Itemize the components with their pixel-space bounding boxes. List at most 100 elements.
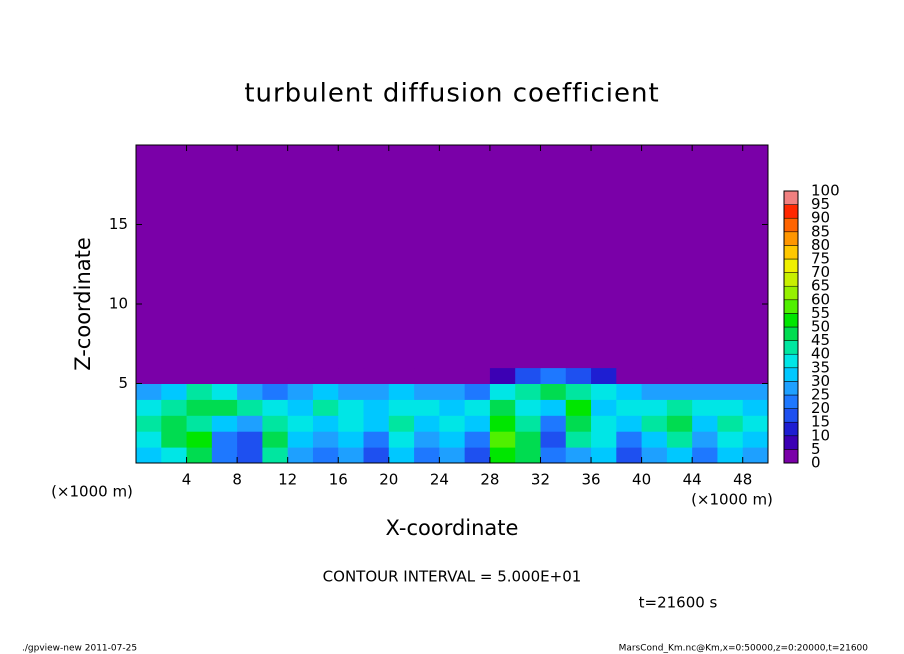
heat-cell bbox=[591, 383, 617, 400]
heat-cell bbox=[136, 145, 162, 369]
heat-cell bbox=[692, 367, 718, 384]
heat-cell bbox=[666, 399, 693, 416]
colorbar-label: 0 bbox=[811, 454, 821, 472]
heat-cell bbox=[414, 399, 440, 416]
heat-cell bbox=[414, 431, 440, 448]
heat-cell bbox=[742, 145, 769, 369]
heat-cell bbox=[666, 415, 693, 432]
heat-cell bbox=[692, 431, 718, 448]
heat-cell bbox=[211, 383, 238, 400]
heat-cell bbox=[338, 415, 365, 432]
heat-cell bbox=[591, 399, 617, 416]
heat-cell bbox=[464, 447, 491, 464]
heat-cell bbox=[312, 383, 339, 400]
heat-cell bbox=[439, 399, 466, 416]
heat-cell bbox=[464, 415, 491, 432]
heat-cell bbox=[363, 383, 390, 400]
colorbar-swatch bbox=[783, 421, 799, 437]
heat-cell bbox=[616, 145, 643, 369]
heat-cell bbox=[591, 431, 617, 448]
heat-cell bbox=[237, 383, 263, 400]
heat-cell bbox=[489, 415, 516, 432]
colorbar-swatch bbox=[783, 217, 799, 233]
x-tick-label: 48 bbox=[733, 471, 752, 489]
heat-cell bbox=[414, 367, 440, 384]
heat-cell bbox=[489, 447, 516, 464]
heat-cell bbox=[489, 399, 516, 416]
heat-cell bbox=[464, 145, 491, 369]
heat-cell bbox=[742, 367, 769, 384]
heat-cell bbox=[641, 399, 668, 416]
colorbar-label: 20 bbox=[811, 399, 830, 417]
colorbar-swatch bbox=[783, 367, 799, 382]
heat-cell bbox=[211, 415, 238, 432]
heat-cell bbox=[414, 145, 440, 369]
heat-cell bbox=[464, 367, 491, 384]
heat-cell bbox=[616, 383, 643, 400]
heat-cell bbox=[742, 431, 769, 448]
heat-cell bbox=[666, 447, 693, 464]
heat-cell bbox=[363, 431, 390, 448]
heat-cell bbox=[363, 399, 390, 416]
contour-interval: CONTOUR INTERVAL = 5.000E+01 bbox=[323, 568, 582, 586]
heat-cell bbox=[717, 447, 744, 464]
heat-cell bbox=[489, 145, 516, 369]
heat-cell bbox=[540, 415, 567, 432]
heat-cell bbox=[287, 145, 314, 369]
heat-cell bbox=[565, 367, 592, 384]
heat-cell bbox=[616, 399, 643, 416]
heat-cell bbox=[540, 367, 567, 384]
heat-cell bbox=[717, 415, 744, 432]
colorbar-label: 30 bbox=[811, 372, 830, 390]
x-tick-label: 12 bbox=[278, 471, 297, 489]
y-tick-label: 15 bbox=[109, 215, 128, 233]
heat-cell bbox=[211, 447, 238, 464]
heat-cell bbox=[439, 415, 466, 432]
heat-cell bbox=[464, 399, 491, 416]
heat-cell bbox=[742, 447, 769, 464]
heat-cell bbox=[262, 399, 289, 416]
heat-cell bbox=[540, 447, 567, 464]
heat-cell bbox=[515, 399, 541, 416]
heat-cell bbox=[186, 399, 213, 416]
x-tick-label: 16 bbox=[329, 471, 348, 489]
heat-cell bbox=[464, 383, 491, 400]
colorbar-label: 10 bbox=[811, 426, 830, 444]
heat-cell bbox=[616, 431, 643, 448]
heat-cell bbox=[388, 383, 415, 400]
heat-cell bbox=[666, 145, 693, 369]
heat-cell bbox=[641, 145, 668, 369]
heat-cell bbox=[565, 431, 592, 448]
heat-cell bbox=[692, 415, 718, 432]
heat-cell bbox=[616, 367, 643, 384]
heat-cell bbox=[338, 367, 365, 384]
colorbar-frame bbox=[783, 190, 799, 464]
heat-cell bbox=[515, 415, 541, 432]
colorbar-swatch bbox=[783, 258, 799, 273]
colorbar-swatch bbox=[783, 326, 799, 341]
heat-cell bbox=[388, 145, 415, 369]
heat-cell bbox=[414, 415, 440, 432]
colorbar-label: 25 bbox=[811, 386, 830, 404]
colorbar-swatch bbox=[783, 449, 799, 464]
colorbar-swatch bbox=[783, 204, 799, 219]
heat-cell bbox=[363, 367, 390, 384]
heat-cell bbox=[211, 145, 238, 369]
heat-cell bbox=[186, 415, 213, 432]
heat-cell bbox=[439, 447, 466, 464]
x-unit: (×1000 m) bbox=[691, 491, 773, 509]
heat-cell bbox=[211, 431, 238, 448]
heat-cell bbox=[666, 431, 693, 448]
heat-cell bbox=[287, 367, 314, 384]
heat-cell bbox=[287, 383, 314, 400]
colorbar-swatch bbox=[783, 381, 799, 396]
x-axis-label: X-coordinate bbox=[386, 516, 519, 540]
heat-cell bbox=[237, 431, 263, 448]
footer-right: MarsCond_Km.nc@Km,x=0:50000,z=0:20000,t=… bbox=[619, 644, 869, 654]
heat-cell bbox=[186, 367, 213, 384]
heat-cell bbox=[287, 399, 314, 416]
heat-cell bbox=[439, 145, 466, 369]
colorbar-swatch bbox=[783, 435, 799, 450]
heat-cell bbox=[136, 447, 162, 464]
colorbar-label: 40 bbox=[811, 345, 830, 363]
